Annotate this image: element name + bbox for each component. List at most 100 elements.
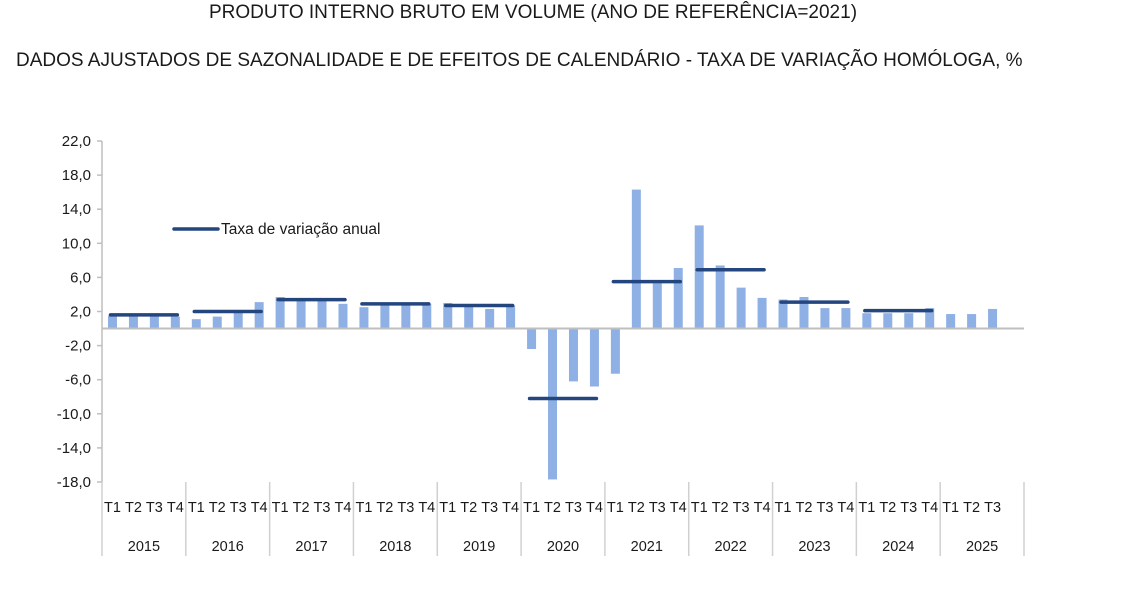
bar-2022-T4	[757, 297, 767, 329]
y-tick-label: 6,0	[70, 269, 91, 286]
x-quarter-label: T3	[816, 500, 833, 516]
x-quarter-label: T1	[355, 500, 372, 516]
bar-2016-T1	[191, 319, 201, 329]
x-year-label: 2021	[631, 539, 663, 555]
y-tick-label: 18,0	[62, 167, 91, 184]
x-quarter-label: T2	[460, 500, 477, 516]
x-quarter-label: T2	[963, 500, 980, 516]
bar-2023-T3	[820, 308, 830, 329]
bar-2020-T1	[527, 328, 537, 350]
bar-2015-T4	[170, 316, 180, 329]
y-tick-label: -18,0	[57, 474, 91, 491]
bar-2017-T1	[275, 297, 285, 329]
x-quarter-label: T4	[502, 500, 519, 516]
x-quarter-label: T4	[837, 500, 854, 516]
x-quarter-label: T3	[733, 500, 750, 516]
bar-2024-T1	[862, 313, 872, 329]
bar-2022-T2	[715, 265, 725, 329]
x-year-label: 2025	[966, 539, 998, 555]
x-year-label: 2017	[295, 539, 327, 555]
x-quarter-label: T3	[565, 500, 582, 516]
bar-2018-T4	[422, 303, 432, 329]
x-quarter-label: T2	[879, 500, 896, 516]
bar-2023-T2	[799, 297, 809, 329]
bar-2024-T2	[883, 313, 893, 329]
bar-2021-T2	[631, 189, 641, 329]
y-axis: 22,0 18,0 14,0 10,0 6,0 2,0 -2,0 -6,0 -10,0 -14,0…	[57, 133, 103, 491]
x-quarter-label: T2	[544, 500, 561, 516]
x-quarter-label: T4	[335, 500, 352, 516]
bar-2016-T3	[233, 310, 243, 329]
bar-2017-T4	[338, 303, 348, 329]
x-quarter-label: T1	[188, 500, 205, 516]
x-quarter-label: T3	[900, 500, 917, 516]
quarterly-bars	[107, 189, 998, 480]
bar-2020-T3	[568, 328, 578, 382]
y-tick-label: 10,0	[62, 235, 91, 252]
bar-2018-T2	[380, 303, 390, 329]
x-quarter-label: T4	[921, 500, 938, 516]
bar-2015-T1	[107, 315, 117, 329]
x-quarter-label: T3	[649, 500, 666, 516]
x-quarter-label: T2	[209, 500, 226, 516]
y-tick-label: -14,0	[57, 440, 91, 457]
x-quarter-label: T2	[712, 500, 729, 516]
x-quarter-label: T1	[272, 500, 289, 516]
x-year-label: 2018	[379, 539, 411, 555]
x-year-label: 2024	[882, 539, 914, 555]
y-tick-label: -10,0	[57, 406, 91, 423]
x-quarter-label: T1	[691, 500, 708, 516]
bar-2022-T1	[694, 225, 704, 329]
bar-2023-T4	[841, 308, 851, 329]
bar-2025-T1	[946, 314, 956, 329]
bar-2024-T4	[925, 308, 935, 329]
x-quarter-label: T1	[439, 500, 456, 516]
bar-2019-T1	[443, 302, 453, 329]
bar-2018-T1	[359, 307, 369, 329]
x-quarter-label: T3	[314, 500, 331, 516]
bar-2017-T2	[296, 299, 306, 329]
x-quarter-label: T1	[523, 500, 540, 516]
bar-2015-T2	[128, 315, 138, 329]
x-year-label: 2015	[128, 539, 160, 555]
x-quarter-label: T2	[125, 500, 142, 516]
x-quarter-label: T3	[146, 500, 163, 516]
x-quarter-label: T3	[230, 500, 247, 516]
bar-2016-T4	[254, 302, 264, 329]
x-quarter-label: T3	[397, 500, 414, 516]
x-quarter-label: T4	[586, 500, 603, 516]
x-quarter-label: T4	[418, 500, 435, 516]
y-tick-label: -2,0	[65, 338, 91, 355]
x-quarter-label: T4	[251, 500, 268, 516]
x-quarter-label: T4	[167, 500, 184, 516]
chart-subtitle: DADOS AJUSTADOS DE SAZONALIDADE E DE EFE…	[16, 50, 1023, 71]
bar-2019-T3	[485, 308, 495, 329]
bar-2017-T3	[317, 299, 327, 329]
x-quarter-label: T2	[628, 500, 645, 516]
y-tick-label: -6,0	[65, 372, 91, 389]
x-year-label: 2022	[715, 539, 747, 555]
chart-title: PRODUTO INTERNO BRUTO EM VOLUME (ANO DE …	[208, 2, 858, 23]
x-quarter-label: T1	[104, 500, 121, 516]
x-quarter-label: T3	[984, 500, 1001, 516]
x-quarter-label: T2	[376, 500, 393, 516]
x-year-label: 2020	[547, 539, 579, 555]
bar-2020-T2	[548, 328, 558, 480]
bar-2021-T1	[610, 328, 620, 374]
x-quarter-label: T4	[670, 500, 687, 516]
bar-2018-T3	[401, 303, 411, 329]
y-tick-label: 14,0	[62, 201, 91, 218]
x-quarter-label: T4	[754, 500, 771, 516]
x-quarter-label: T3	[481, 500, 498, 516]
bar-2025-T2	[967, 314, 977, 329]
bar-2024-T3	[904, 313, 914, 329]
bar-2023-T1	[778, 299, 788, 329]
x-quarter-label: T1	[607, 500, 624, 516]
x-quarter-label: T2	[293, 500, 310, 516]
legend-label: Taxa de variação anual	[221, 221, 380, 238]
x-quarter-label: T1	[942, 500, 959, 516]
bar-2020-T4	[589, 328, 599, 387]
bar-2015-T3	[149, 315, 159, 329]
bar-2021-T3	[652, 283, 662, 329]
